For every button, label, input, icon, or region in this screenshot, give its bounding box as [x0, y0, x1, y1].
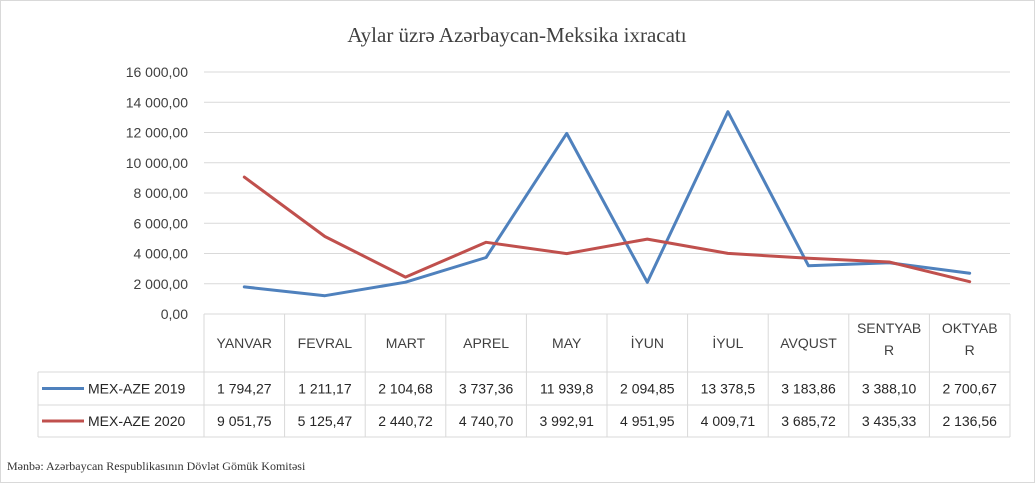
table-value-cell: 2 094,85	[620, 381, 675, 397]
category-label: İYUN	[631, 334, 664, 351]
y-tick-label: 2 000,00	[134, 276, 189, 292]
table-value-cell: 3 435,33	[862, 413, 917, 429]
table-value-cell: 2 104,68	[378, 381, 433, 397]
table-value-cell: 9 051,75	[217, 413, 272, 429]
source-note: Mənbə: Azərbaycan Respublikasının Dövlət…	[7, 459, 306, 473]
chart-title: Aylar üzrə Azərbaycan-Meksika ixracatı	[347, 23, 686, 47]
category-label: AVQUST	[780, 335, 837, 351]
category-label: SENTYAB R	[857, 320, 921, 358]
table-value-cell: 1 211,17	[298, 381, 352, 397]
y-tick-label: 14 000,00	[126, 94, 188, 110]
table-value-cell: 3 685,72	[781, 413, 836, 429]
category-label: İYUL	[712, 334, 743, 351]
y-tick-label: 4 000,00	[134, 246, 189, 262]
y-tick-label: 0,00	[161, 306, 188, 322]
category-label: MART	[386, 335, 426, 351]
series-line	[242, 110, 972, 298]
category-label: APREL	[463, 335, 509, 351]
table-value-cell: 2 440,72	[378, 413, 433, 429]
y-tick-label: 12 000,00	[126, 125, 188, 141]
y-axis: 0,00 2 000,00 4 000,00 6 000,00 8 000,00 10 0…	[126, 64, 189, 322]
legend-label: MEX-AZE 2020	[88, 413, 185, 429]
table-value-cell: 3 992,91	[539, 413, 594, 429]
legend-label: MEX-AZE 2019	[88, 381, 185, 397]
category-label: FEVRAL	[298, 335, 353, 351]
y-tick-label: 8 000,00	[134, 185, 189, 201]
series-lines	[242, 110, 972, 298]
table-value-cell: 4 740,70	[459, 413, 514, 429]
table-value-cell: 3 388,10	[862, 381, 917, 397]
table-value-cell: 4 951,95	[620, 413, 675, 429]
y-tick-label: 6 000,00	[134, 215, 189, 231]
y-tick-label: 10 000,00	[126, 155, 188, 171]
table-value-cell: 2 136,56	[942, 413, 997, 429]
table-value-cell: 11 939,8	[540, 381, 594, 397]
category-label: YANVAR	[217, 335, 273, 351]
category-label: MAY	[552, 335, 582, 351]
y-tick-label: 16 000,00	[126, 64, 188, 80]
table-value-cell: 1 794,27	[217, 381, 272, 397]
category-label: OKTYAB R	[942, 320, 998, 358]
table-value-cell: 2 700,67	[942, 381, 997, 397]
series-line	[242, 175, 972, 284]
gridlines	[204, 71, 1010, 285]
table-value-cell: 4 009,71	[701, 413, 756, 429]
table-value-cell: 3 183,86	[781, 381, 836, 397]
table-value-cell: 13 378,5	[701, 381, 756, 397]
data-table: YANVAR FEVRAL MART APREL MAY İYUN İYUL AVQUST SE…	[37, 313, 1011, 438]
table-value-cell: 5 125,47	[298, 413, 353, 429]
table-value-cell: 3 737,36	[459, 381, 514, 397]
